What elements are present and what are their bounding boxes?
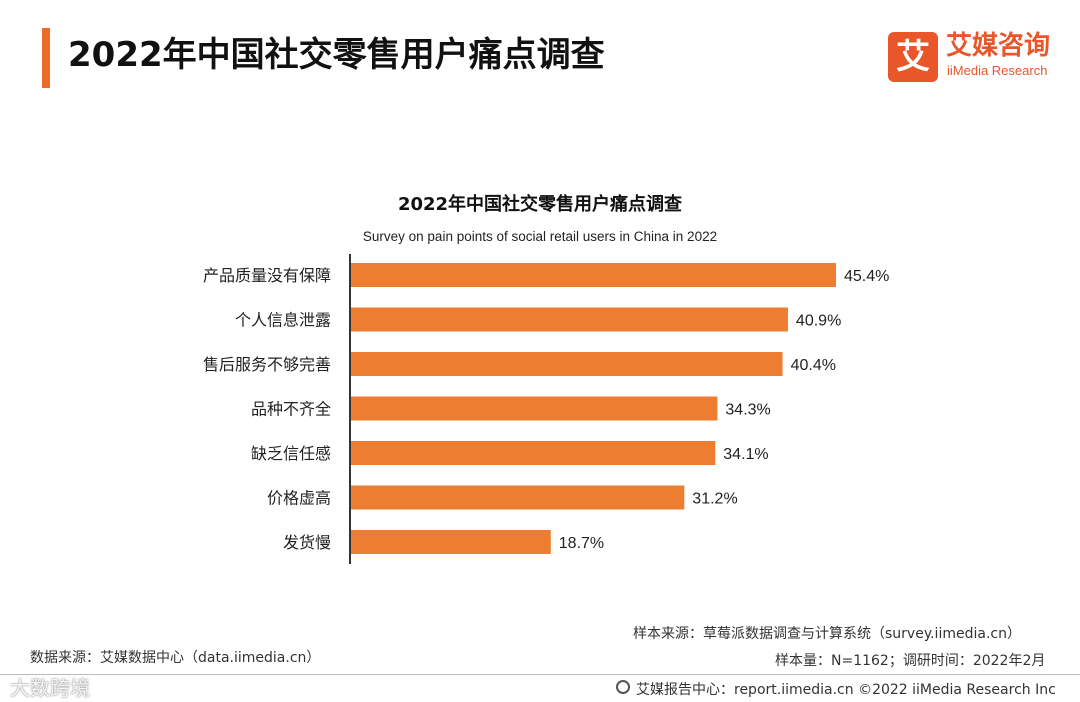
category-label: 发货慢 (283, 533, 331, 552)
bar (351, 352, 783, 376)
category-label: 售后服务不够完善 (203, 355, 331, 374)
category-label: 个人信息泄露 (235, 311, 331, 330)
page-title: 2022年中国社交零售用户痛点调查 (68, 35, 605, 75)
bar (351, 485, 685, 510)
sample-source: 样本来源：草莓派数据调查与计算系统（survey.iimedia.cn） (633, 626, 1021, 642)
category-label: 产品质量没有保障 (203, 266, 331, 285)
chart-title: 2022年中国社交零售用户痛点调查 (398, 193, 682, 215)
bar-value-label: 40.9% (796, 313, 841, 330)
iimedia-logo: 艾 艾媒咨询 iiMedia Research (888, 30, 1068, 84)
bar (351, 441, 716, 465)
logo-name-en: iiMedia Research (947, 63, 1048, 78)
bar-value-label: 34.1% (723, 446, 768, 463)
title-accent-bar (42, 28, 50, 88)
bar-value-label: 18.7% (559, 535, 604, 552)
category-label: 品种不齐全 (251, 400, 331, 419)
watermark: 大数跨境 (10, 676, 90, 700)
bar (351, 396, 718, 421)
bar-value-label: 40.4% (791, 357, 836, 374)
category-label: 价格虚高 (267, 489, 331, 508)
category-label: 缺乏信任感 (251, 444, 331, 463)
bar (351, 530, 551, 554)
footer-divider (0, 674, 1080, 675)
sample-info: 样本量：N=1162；调研时间：2022年2月 (775, 653, 1046, 669)
bar (351, 263, 836, 287)
data-source: 数据来源：艾媒数据中心（data.iimedia.cn） (30, 650, 321, 666)
globe-icon (616, 680, 630, 694)
report-center: 艾媒报告中心：report.iimedia.cn ©2022 iiMedia R… (636, 682, 1056, 698)
bar-value-label: 45.4% (844, 268, 889, 285)
bar (351, 307, 788, 332)
bar-value-label: 34.3% (725, 402, 770, 419)
logo-name-cn: 艾媒咨询 (946, 31, 1051, 61)
logo-mark: 艾 (888, 32, 938, 82)
bar-value-label: 31.2% (692, 491, 737, 508)
chart-subtitle: Survey on pain points of social retail u… (363, 229, 717, 244)
